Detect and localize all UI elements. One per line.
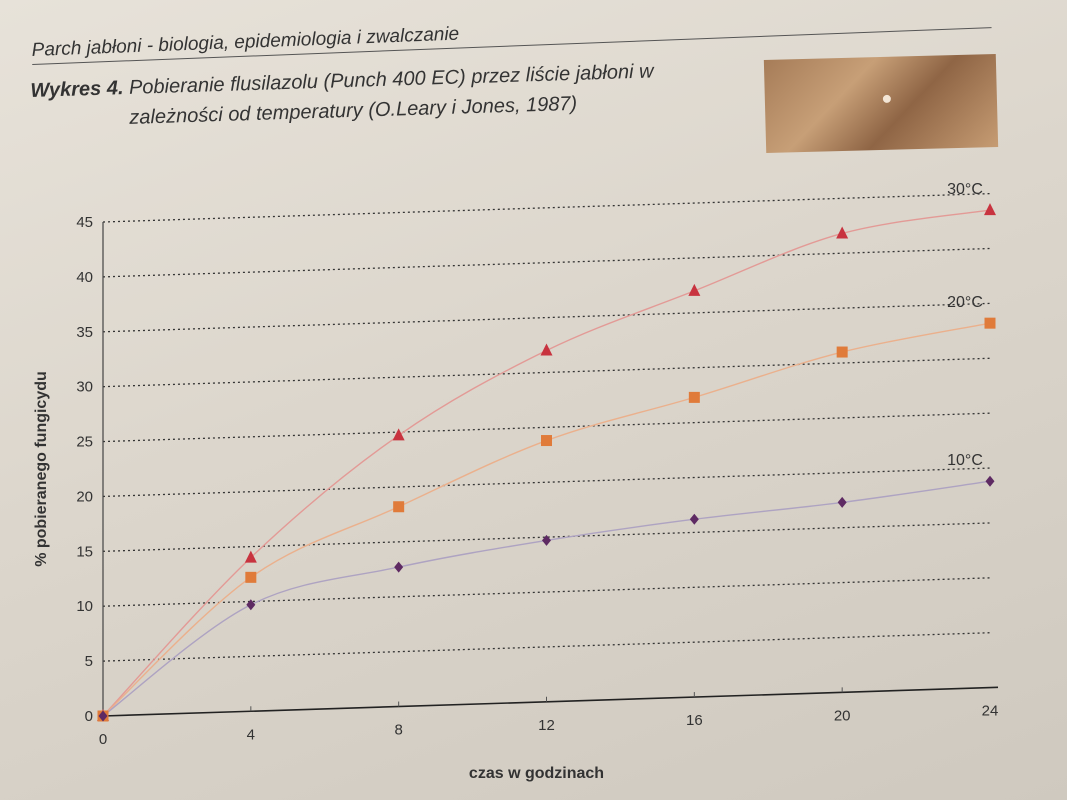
x-tick-label: 12 xyxy=(538,717,555,734)
series-curve xyxy=(102,209,991,717)
y-tick-label: 10 xyxy=(76,598,93,615)
gridline xyxy=(102,247,991,278)
x-tick-label: 16 xyxy=(686,712,703,729)
gridline xyxy=(102,467,991,498)
data-point xyxy=(394,561,404,573)
x-tick-label: 24 xyxy=(982,703,999,720)
series-label: 10°C xyxy=(947,452,983,469)
data-point xyxy=(392,428,405,441)
y-tick-label: 30 xyxy=(76,379,93,396)
chart-axes xyxy=(102,222,999,717)
data-point xyxy=(837,496,847,508)
chart-curves xyxy=(102,209,991,717)
chart-marks xyxy=(97,203,996,722)
x-tick-label: 20 xyxy=(834,707,851,724)
data-point xyxy=(246,599,256,611)
y-tick-label: 0 xyxy=(85,708,93,725)
x-axis-line xyxy=(102,686,999,717)
x-tick-label: 0 xyxy=(99,731,107,748)
data-point xyxy=(244,550,257,563)
data-point xyxy=(984,317,996,329)
data-point xyxy=(541,435,552,447)
y-tick-label: 25 xyxy=(76,434,93,451)
chart-grid xyxy=(102,192,991,662)
chart-ticks: 0 5 10 15 20 25 30 35 40 45 0 4 8 12 16 20 24 xyxy=(76,214,998,748)
y-tick-label: 40 xyxy=(76,269,93,286)
gridline xyxy=(102,577,991,607)
series-curve xyxy=(102,480,991,717)
series-label: 20°C xyxy=(947,294,983,311)
data-point xyxy=(542,534,551,546)
chart-labels: 30°C 20°C 10°C xyxy=(947,181,983,469)
y-tick-label: 45 xyxy=(76,214,93,231)
data-point xyxy=(836,346,848,358)
data-point xyxy=(984,203,996,216)
y-tick-label: 5 xyxy=(85,653,93,670)
gridline xyxy=(102,192,991,223)
y-tick-label: 20 xyxy=(76,488,93,505)
gridline xyxy=(102,357,991,388)
y-tick-label: 35 xyxy=(76,324,93,341)
x-tick-label: 8 xyxy=(394,722,402,739)
x-tick-label: 4 xyxy=(247,726,255,743)
gridline xyxy=(102,302,991,333)
series-label: 30°C xyxy=(947,181,983,198)
data-point xyxy=(98,710,108,722)
y-axis-title: % pobieranego fungicydu xyxy=(33,371,50,567)
data-point xyxy=(688,391,700,403)
data-point xyxy=(689,513,699,525)
series-curve xyxy=(102,322,991,717)
data-point xyxy=(836,226,849,239)
data-point xyxy=(985,475,995,487)
y-tick-label: 15 xyxy=(76,543,93,560)
x-axis-title: czas w godzinach xyxy=(469,765,604,782)
data-point xyxy=(540,343,553,356)
gridline xyxy=(102,632,991,662)
data-point xyxy=(393,501,405,513)
data-point xyxy=(245,571,257,583)
data-point xyxy=(688,283,701,296)
